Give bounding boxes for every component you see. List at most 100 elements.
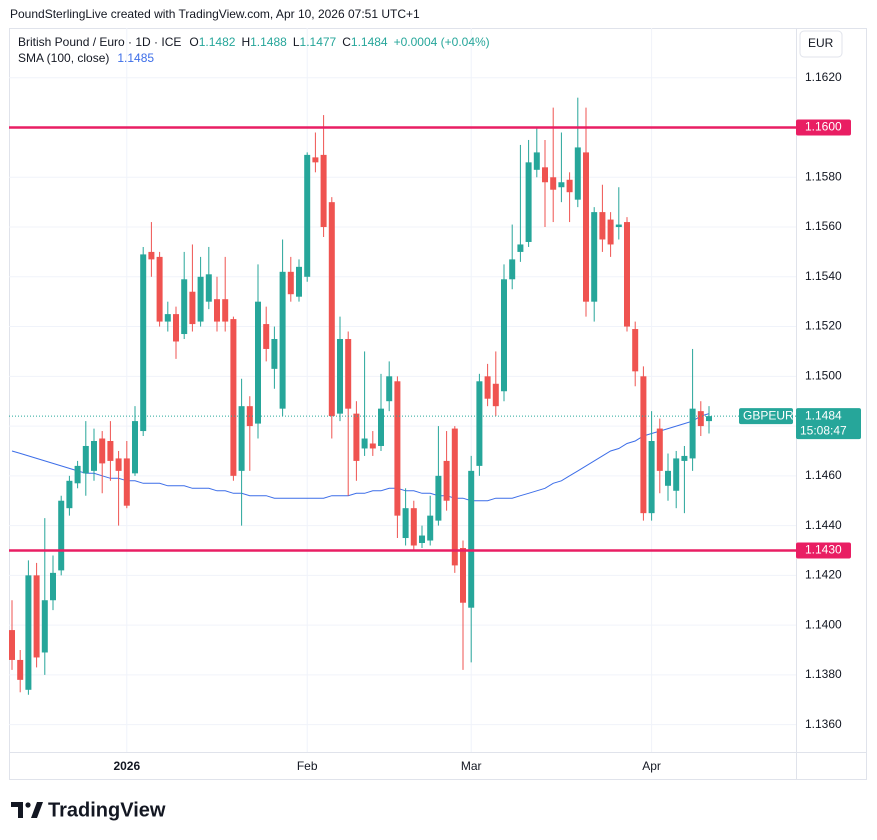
candle-body (222, 299, 229, 322)
currency: EUR (808, 36, 834, 50)
chart-frame (9, 28, 867, 780)
logo-icon (31, 802, 43, 818)
candle-body (328, 202, 335, 417)
ohlc-label: C (342, 35, 351, 49)
candle-body (583, 152, 589, 302)
candle-body (607, 219, 614, 245)
candle-body (558, 182, 565, 188)
candle-body (287, 271, 294, 295)
candle-body (615, 224, 622, 228)
price-label-box (796, 119, 851, 136)
x-tick-label: Mar (461, 759, 482, 773)
y-tick-label: 1.1360 (805, 717, 842, 731)
countdown: 15:08:47 (800, 423, 847, 437)
ohlc-value: 1.1482 (199, 35, 236, 49)
candle-body (345, 338, 352, 409)
y-tick-label: 1.1460 (805, 468, 842, 482)
candle-body (665, 470, 671, 486)
price-label-box (796, 542, 851, 559)
candle-body (566, 179, 573, 193)
candle-body (591, 212, 598, 302)
candle-body (517, 244, 524, 252)
candle-body (50, 572, 56, 601)
ohlc-label: O (189, 35, 198, 49)
candle-body (197, 276, 204, 322)
labels: 1.1360 1.1380 1.1400 1.1420 1.1440 1.1460 1.14… (18, 35, 861, 773)
candle-body (320, 154, 327, 228)
candle-body (460, 547, 466, 603)
candle-body (205, 274, 212, 302)
candle-body (689, 408, 696, 459)
candle-body (115, 458, 122, 471)
candle-body (427, 515, 434, 541)
candle-body (624, 222, 630, 327)
candle-body (681, 455, 688, 461)
candle-body (525, 162, 532, 242)
last-price: 1.1484 (805, 408, 842, 422)
candle-body (599, 212, 606, 240)
currency-box[interactable] (799, 30, 843, 58)
candle-body (492, 383, 499, 407)
candle-body (509, 259, 516, 280)
candle-body (9, 630, 15, 660)
candle-body (173, 314, 179, 342)
candle-body (296, 266, 302, 297)
candle-body (410, 508, 417, 546)
y-tick-label: 1.1560 (805, 219, 842, 233)
price-label: 1.1600 (805, 120, 842, 134)
logo: TradingView (11, 799, 166, 821)
ohlc-value: 1.1477 (300, 35, 337, 49)
candle-body (33, 575, 40, 658)
candle-body (148, 251, 155, 260)
candle-body (255, 301, 261, 424)
candle-body (156, 256, 163, 322)
legend-sma: SMA (100, close) 1.1485 (18, 51, 154, 65)
candle-body (337, 338, 343, 414)
symbol-box (739, 408, 793, 425)
candle-body (673, 458, 680, 491)
ohlc-label: L (293, 35, 300, 49)
candle-body (402, 508, 409, 539)
candle-body (706, 416, 712, 422)
last-price-box (796, 408, 861, 440)
y-tick-label: 1.1540 (805, 269, 842, 283)
candle-body (17, 659, 24, 680)
logo-icon (11, 802, 23, 818)
y-tick-label: 1.1440 (805, 518, 842, 532)
candle-body (451, 428, 458, 566)
candle-body (550, 177, 557, 190)
y-tick-label: 1.1420 (805, 568, 842, 582)
candle-body (279, 271, 286, 409)
ohlc-label: H (241, 35, 250, 49)
logo-icon (25, 802, 31, 808)
y-tick-label: 1.1500 (805, 368, 842, 382)
candle-body (468, 470, 475, 608)
candle-body (140, 254, 147, 432)
candle-body (74, 465, 81, 484)
sma-name: SMA (100, close) (18, 51, 109, 65)
candle-body (435, 475, 442, 521)
candle-body (25, 575, 32, 690)
candle-body (386, 376, 393, 402)
price-label: 1.1430 (805, 543, 842, 557)
candle-body (263, 324, 270, 349)
candle-body (238, 406, 245, 471)
x-tick-label: Feb (297, 759, 318, 773)
candle-body (189, 291, 196, 325)
symbol-title: British Pound / Euro · 1D · ICE (18, 35, 181, 49)
candle-body (271, 338, 278, 369)
ohlc-value: 1.1488 (250, 35, 287, 49)
candle-body (640, 376, 647, 514)
legend-ohlc: British Pound / Euro · 1D · ICE O1.1482 H1… (18, 35, 490, 49)
candle-body (230, 319, 237, 476)
candle-body (312, 157, 319, 163)
candle-body (501, 279, 507, 392)
plot (9, 97, 796, 695)
candle-body (484, 376, 491, 399)
candle-body (648, 441, 655, 514)
candle-body (443, 460, 450, 501)
candle-body (394, 381, 401, 516)
sma-line (11, 413, 710, 502)
candle-body (181, 279, 188, 335)
y-tick-label: 1.1620 (805, 70, 842, 84)
